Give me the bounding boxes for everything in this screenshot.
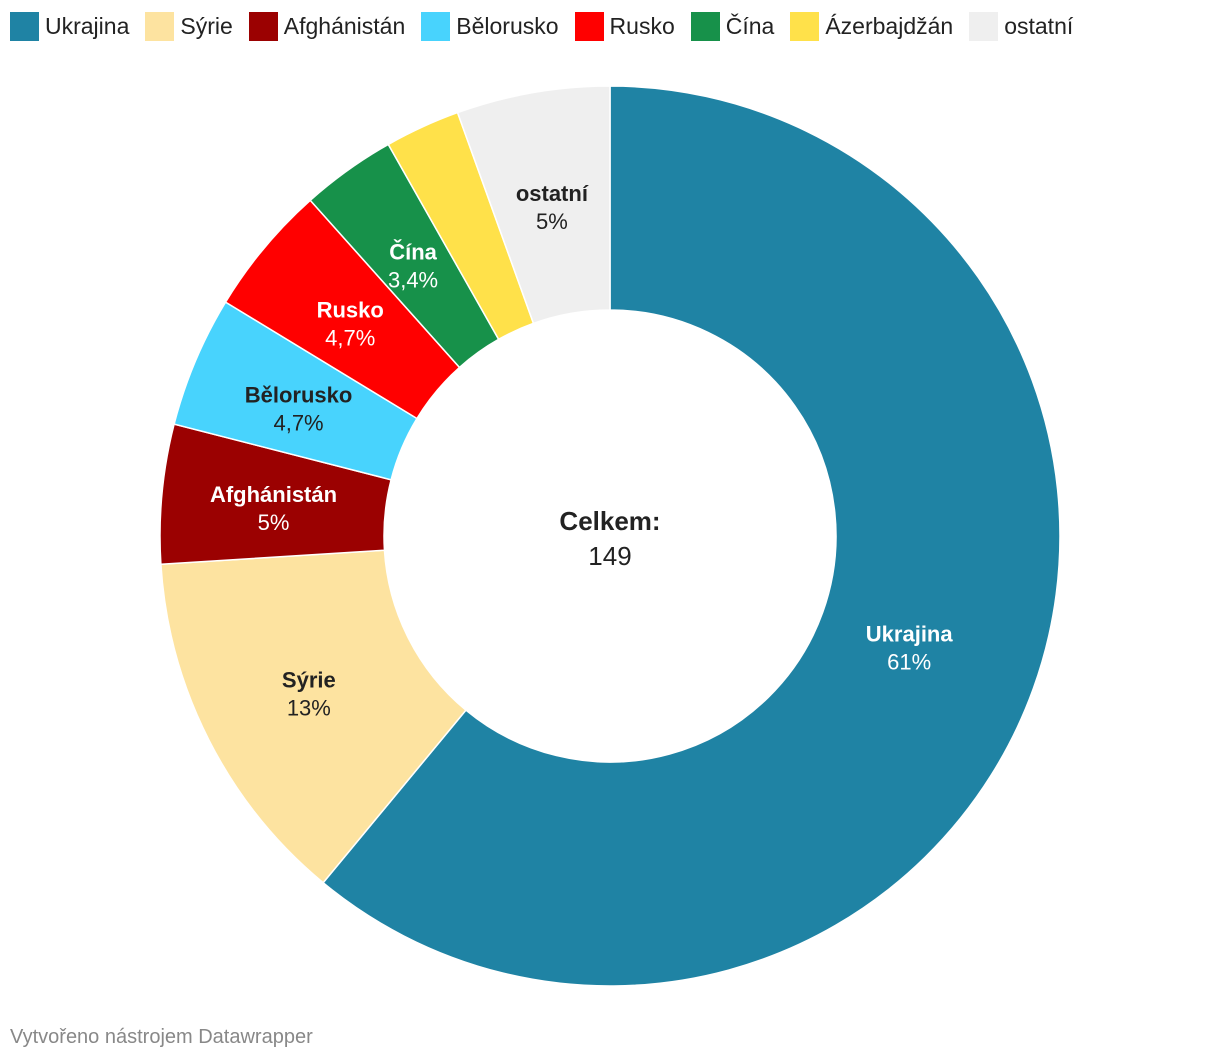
legend-item: Bělorusko (421, 12, 559, 41)
legend-swatch (969, 12, 999, 41)
legend-swatch (574, 12, 604, 41)
legend-label: Čína (725, 13, 775, 39)
slice-label-value: 5% (258, 510, 290, 535)
legend-swatch (790, 12, 820, 41)
slice-label-name: Sýrie (282, 667, 336, 692)
footer-credit: Vytvořeno nástrojem Datawrapper (10, 1026, 313, 1048)
slice-label-name: Čína (389, 239, 437, 264)
slice-label-value: 61% (887, 650, 931, 675)
donut-chart: Ukrajina 61% Sýrie 13% Afghánistán 5% Bělorusk… (159, 85, 1061, 987)
slice-ukrajina (322, 85, 1061, 987)
legend-swatch (248, 12, 278, 41)
legend-label: Afghánistán (283, 13, 406, 39)
legend-item: Čína (690, 12, 775, 41)
legend-item: Ázerbajdžán (790, 12, 953, 41)
legend-item: Ukrajina (10, 12, 129, 41)
legend-label: Ázerbajdžán (825, 13, 954, 39)
legend-swatch (145, 12, 175, 41)
slice-label-name: ostatní (516, 181, 589, 206)
slice-label-value: 3,4% (388, 267, 438, 292)
slice-label-name: Afghánistán (210, 482, 337, 507)
legend-label: Rusko (609, 13, 675, 39)
legend-item: Rusko (574, 12, 675, 41)
legend-label: Sýrie (180, 13, 233, 39)
legend-item: Sýrie (145, 12, 233, 41)
slice-label-value: 4,7% (325, 326, 375, 351)
legend-swatch (10, 12, 39, 41)
legend-swatch (421, 12, 451, 41)
slices-layer (159, 85, 1061, 987)
legend-label: Bělorusko (456, 13, 559, 39)
center-total-value: 149 (588, 541, 631, 571)
slice-label-name: Bělorusko (245, 383, 353, 408)
slice-ostatni (456, 85, 611, 325)
slice-label-name: Rusko (317, 298, 384, 323)
slice-label-name: Ukrajina (866, 622, 954, 647)
slice-label-value: 13% (287, 695, 331, 720)
chart-legend: Ukrajina Sýrie Afghánistán Bělorusko Rusko Čí… (10, 12, 1089, 41)
legend-label: ostatní (1004, 13, 1074, 39)
legend-swatch (690, 12, 720, 41)
legend-label: Ukrajina (45, 13, 130, 39)
legend-item: Afghánistán (248, 12, 406, 41)
slice-label-value: 4,7% (273, 411, 323, 436)
legend-item: ostatní (969, 12, 1073, 41)
slice-syrie (160, 549, 467, 884)
slice-label-value: 5% (536, 209, 568, 234)
labels-layer: Ukrajina 61% Sýrie 13% Afghánistán 5% Bělorusk… (210, 181, 953, 720)
center-total-title: Celkem: (559, 506, 660, 536)
